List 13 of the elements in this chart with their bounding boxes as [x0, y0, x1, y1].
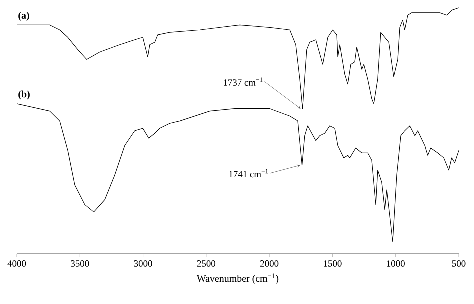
x-tick-label: 1000: [387, 260, 405, 267]
series-label: (b): [18, 90, 30, 100]
x-tick-label: 1500: [324, 260, 342, 267]
x-tick-label: 2000: [260, 260, 279, 267]
annotation: 1737 cm$^{−1}$: [224, 78, 263, 86]
x-tick-label: 3000: [134, 260, 152, 267]
annotation: 1741 cm$^{−1}$: [230, 169, 268, 178]
x-tick-label: 3500: [71, 260, 90, 267]
x-tick-label: 2500: [197, 260, 216, 267]
series-label: (a): [18, 12, 30, 22]
x-tick-label: 4000: [8, 260, 26, 267]
x-axis-title: Wavenumber (cm$^{−1}$): [196, 274, 279, 284]
x-tick-label: 500: [452, 260, 466, 267]
